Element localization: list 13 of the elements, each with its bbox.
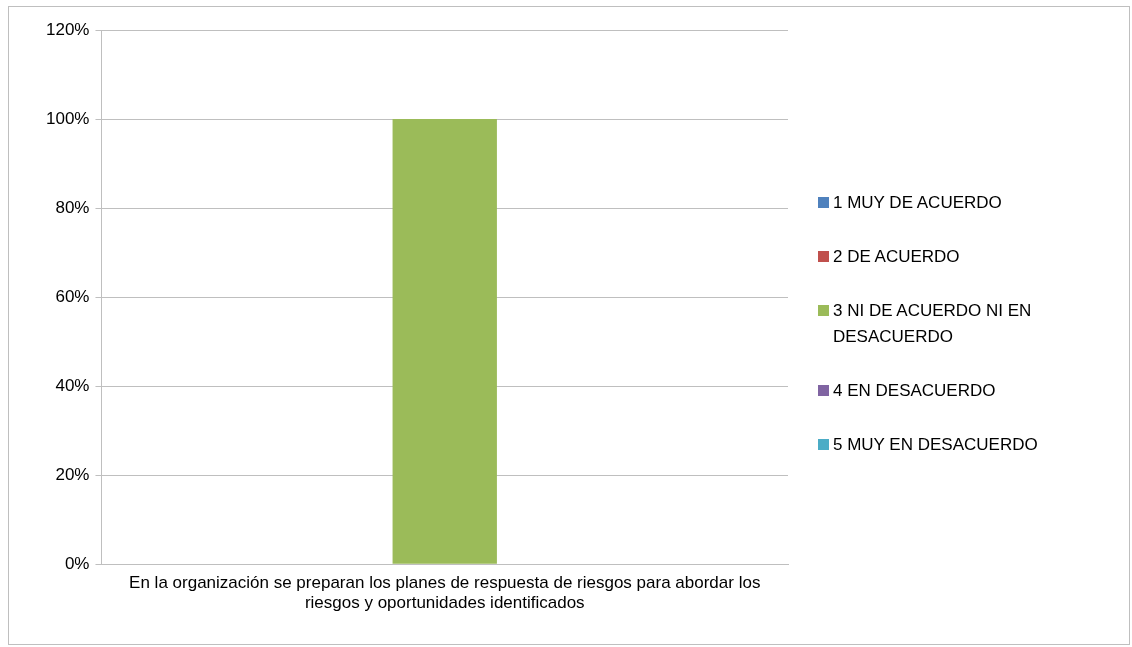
y-tick-label: 20% <box>55 464 90 484</box>
y-tick-label: 40% <box>55 375 90 395</box>
y-tick-label: 0% <box>64 553 90 573</box>
y-tick-label: 80% <box>55 197 90 217</box>
x-tick-label: En la organización se preparan los planes de respuesta de riesgos para abordar los riesgos y oportunidades identificados <box>129 573 761 613</box>
y-tick-label: 120% <box>46 19 90 39</box>
y-tick-label: 100% <box>46 108 90 128</box>
legend-label: 3 NI DE ACUERDO NI EN DESACUERDO <box>833 299 1033 348</box>
legend-label: 5 MUY EN DESACUERDO <box>833 433 1038 456</box>
legend-label: 1 MUY DE ACUERDO <box>833 191 1002 214</box>
y-tick-label: 60% <box>55 286 90 306</box>
legend-label: 4 EN DESACUERDO <box>833 379 996 402</box>
legend-label: 2 DE ACUERDO <box>833 245 960 268</box>
